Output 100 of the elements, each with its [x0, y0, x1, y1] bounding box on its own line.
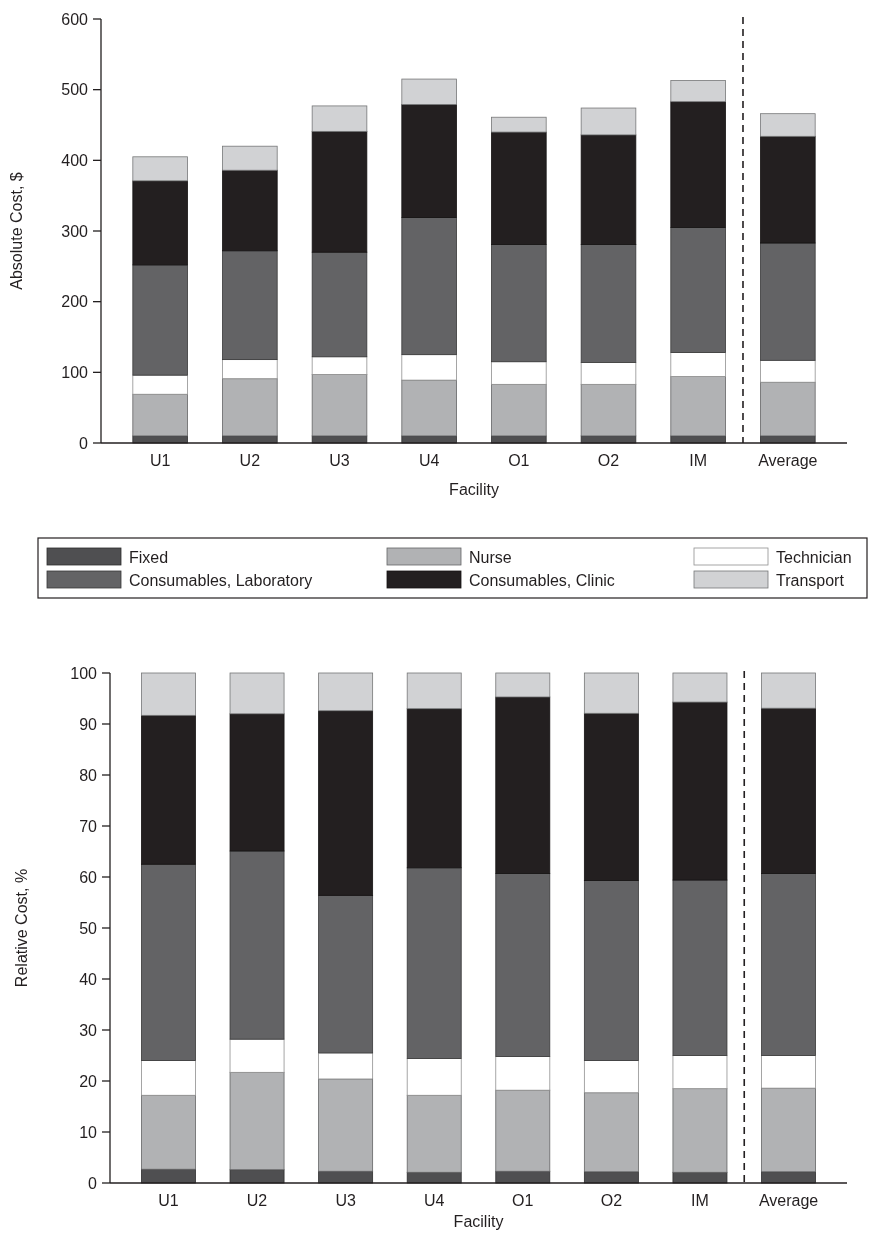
bar	[318, 710, 374, 896]
bar	[401, 379, 457, 437]
bar	[580, 134, 637, 245]
bar	[132, 264, 188, 376]
bar	[222, 359, 278, 380]
x-tick-label: IM	[691, 1192, 709, 1209]
bar	[760, 381, 816, 437]
bar	[670, 227, 726, 353]
y-tick-label: 400	[61, 151, 89, 169]
y-axis-title: Absolute Cost, $	[8, 172, 25, 290]
bar	[311, 374, 368, 437]
legend-label: Transport	[776, 571, 845, 589]
x-tick-label: Average	[758, 1192, 819, 1209]
bar	[401, 78, 457, 105]
y-tick-label: 80	[79, 766, 98, 784]
bar	[318, 1078, 374, 1172]
bar	[229, 672, 285, 715]
bar	[760, 135, 816, 244]
x-tick-label: U4	[418, 452, 440, 469]
bar	[583, 880, 639, 1061]
bar	[495, 873, 551, 1057]
bar	[406, 867, 462, 1059]
bar	[672, 1055, 728, 1090]
x-tick-label: IM	[689, 452, 708, 469]
bar	[760, 359, 816, 383]
bar	[580, 362, 637, 385]
bar	[761, 1087, 816, 1173]
bar	[761, 1055, 816, 1089]
bar	[318, 894, 374, 1054]
bar	[672, 1088, 728, 1173]
bar	[318, 1052, 374, 1080]
bar	[406, 1058, 462, 1096]
bar	[495, 672, 551, 698]
bar	[491, 244, 547, 363]
bar	[406, 1094, 462, 1173]
y-tick-label: 10	[79, 1123, 98, 1141]
x-tick-label: U2	[246, 1192, 268, 1209]
bar	[491, 131, 547, 245]
y-tick-label: 0	[88, 1174, 98, 1192]
bar	[580, 107, 637, 136]
bar	[132, 374, 188, 395]
bar	[761, 672, 816, 709]
bar	[760, 113, 816, 137]
bar	[311, 356, 368, 375]
y-tick-label: 50	[79, 919, 98, 937]
legend-label: Technician	[776, 548, 852, 566]
x-axis-title: Facility	[453, 1213, 504, 1230]
bar	[311, 130, 368, 253]
x-tick-label: U3	[329, 452, 350, 469]
bar	[583, 1060, 639, 1094]
x-tick-label: O1	[508, 452, 530, 469]
bar	[222, 145, 278, 171]
bar	[311, 105, 368, 132]
bar	[406, 708, 462, 869]
bar	[311, 251, 368, 358]
y-tick-label: 20	[79, 1072, 98, 1090]
bar	[495, 696, 551, 874]
bar	[761, 873, 816, 1056]
x-tick-label: U4	[423, 1192, 445, 1209]
bar	[583, 672, 639, 714]
bar	[222, 250, 278, 361]
x-tick-label: O2	[597, 452, 620, 469]
y-tick-label: 500	[61, 81, 89, 99]
y-tick-label: 40	[79, 970, 98, 988]
bar	[583, 1092, 639, 1173]
bar	[580, 383, 637, 437]
bar	[495, 1089, 551, 1172]
bar	[761, 707, 816, 874]
bar	[141, 1060, 196, 1096]
bar	[401, 104, 457, 218]
bar	[132, 180, 188, 266]
bar	[229, 713, 285, 852]
bar	[229, 850, 285, 1040]
bar	[670, 352, 726, 377]
bar	[672, 701, 728, 881]
x-tick-label: U1	[149, 452, 171, 469]
x-tick-label: U1	[158, 1192, 179, 1209]
y-tick-label: 0	[79, 434, 89, 452]
y-tick-label: 100	[70, 664, 98, 682]
x-tick-label: Average	[758, 452, 818, 469]
y-tick-label: 70	[79, 817, 98, 835]
x-tick-label: O2	[600, 1192, 623, 1209]
bar	[222, 378, 278, 437]
bar	[491, 383, 547, 437]
bar	[491, 116, 547, 133]
bar	[132, 156, 188, 182]
bar	[141, 1094, 196, 1170]
bar	[670, 80, 726, 103]
y-axis-title: Relative Cost, %	[13, 868, 30, 988]
bar	[672, 672, 728, 703]
bar	[222, 169, 278, 252]
y-tick-label: 60	[79, 868, 98, 886]
bar	[318, 672, 374, 712]
bar	[229, 1071, 285, 1171]
bar	[580, 244, 637, 363]
x-tick-label: U2	[239, 452, 261, 469]
bar	[401, 354, 457, 381]
y-tick-label: 100	[61, 363, 89, 381]
bar	[132, 393, 188, 437]
legend-label: Fixed	[129, 548, 169, 566]
